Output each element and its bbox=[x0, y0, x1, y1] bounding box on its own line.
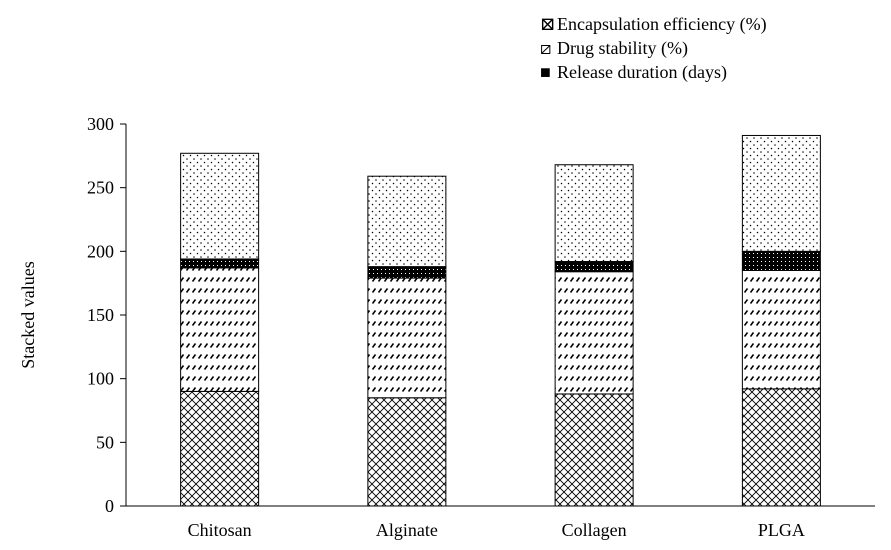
y-tick-label: 100 bbox=[87, 369, 114, 389]
legend-label: Drug stability (%) bbox=[557, 38, 688, 59]
bar-segment-chitosan-1 bbox=[180, 390, 260, 507]
bar-segment-plga-3 bbox=[741, 250, 821, 271]
legend-symbol-icon: ■ bbox=[540, 62, 551, 82]
x-tick-label: Alginate bbox=[376, 520, 438, 540]
y-tick-label: 300 bbox=[87, 114, 114, 134]
bar-segment-collagen-2 bbox=[554, 271, 634, 395]
bar-segment-collagen-1 bbox=[554, 393, 634, 507]
bar-segment-alginate-2 bbox=[367, 277, 447, 399]
bar-segment-chitosan-4 bbox=[180, 152, 260, 260]
y-axis: 0 50 100 150 200 250 300 bbox=[87, 114, 127, 516]
x-tick-label: Chitosan bbox=[188, 520, 252, 540]
y-tick-label: 150 bbox=[87, 305, 114, 325]
y-axis-title-group: Stacked values bbox=[18, 261, 38, 368]
legend-symbol-icon: ⧄ bbox=[540, 38, 551, 58]
bar-segment-plga-1 bbox=[741, 388, 821, 507]
bar-segment-alginate-3 bbox=[367, 266, 447, 279]
bar-segment-plga-2 bbox=[741, 269, 821, 390]
y-tick-label: 0 bbox=[105, 496, 114, 516]
y-tick-label: 200 bbox=[87, 241, 114, 261]
x-tick-label: Collagen bbox=[562, 520, 627, 540]
y-tick-label: 50 bbox=[96, 432, 114, 452]
legend-symbol-icon: ⊠ bbox=[540, 14, 555, 34]
bar-segment-collagen-4 bbox=[554, 164, 634, 263]
legend: ⊠ Encapsulation efficiency (%) ⧄ Drug stabi… bbox=[540, 14, 767, 83]
y-tick-label: 250 bbox=[87, 178, 114, 198]
bar-segment-plga-4 bbox=[741, 134, 821, 252]
bar-segment-alginate-1 bbox=[367, 397, 447, 507]
bar-segment-alginate-4 bbox=[367, 175, 447, 268]
bar-segment-chitosan-2 bbox=[180, 267, 260, 392]
x-tick-label: PLGA bbox=[758, 520, 805, 540]
bar-segment-collagen-3 bbox=[554, 261, 634, 273]
y-axis-title: Stacked values bbox=[18, 261, 38, 368]
x-axis: Chitosan Alginate Collagen PLGA bbox=[126, 505, 875, 540]
legend-label: Release duration (days) bbox=[557, 62, 727, 83]
bar-segment-chitosan-3 bbox=[180, 258, 260, 269]
bars-group bbox=[180, 134, 821, 507]
legend-label: Encapsulation efficiency (%) bbox=[557, 14, 767, 35]
